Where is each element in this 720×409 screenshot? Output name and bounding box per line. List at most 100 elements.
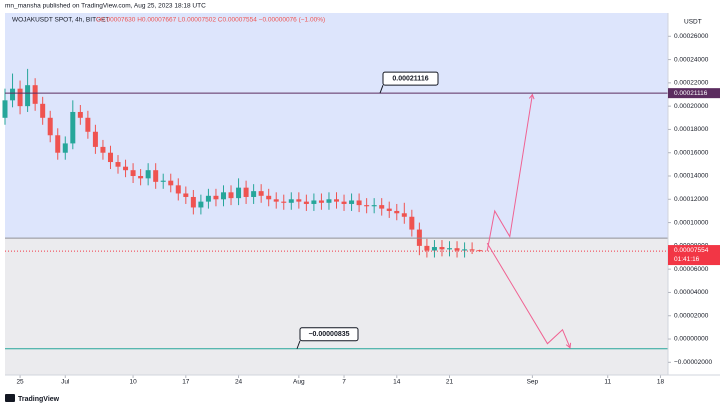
- x-tick-label: 14: [393, 379, 401, 386]
- candle-body: [190, 196, 196, 208]
- candle-body: [123, 166, 129, 171]
- logo: [5, 394, 15, 402]
- y-tick-label: −0.00002000: [674, 359, 713, 366]
- candle-body: [160, 180, 166, 182]
- x-tick-label: 17: [182, 379, 190, 386]
- candle-body: [266, 195, 272, 200]
- candle-body: [175, 185, 181, 194]
- candle-body: [431, 247, 437, 251]
- candle-body: [236, 187, 242, 199]
- x-tick-label: 7: [342, 379, 346, 386]
- symbol: WOJAKUSDT SPOT, 4h, BITGET: [12, 17, 109, 24]
- candle-body: [17, 88, 23, 107]
- candle-body: [62, 143, 68, 153]
- candle-body: [220, 192, 226, 200]
- candle-body: [55, 135, 61, 153]
- brand: TradingView: [18, 396, 60, 403]
- x-tick-label: 11: [604, 379, 611, 386]
- candle-body: [349, 200, 355, 204]
- projection: [486, 242, 571, 348]
- candle-body: [318, 200, 324, 203]
- x-tick-label: 25: [16, 379, 24, 386]
- price-axis: [668, 13, 720, 375]
- candle-body: [281, 201, 287, 203]
- candle-body: [439, 247, 445, 250]
- candle-body: [100, 146, 106, 153]
- callout-tail: [379, 84, 384, 94]
- x-tick-label: Aug: [293, 379, 305, 386]
- candle-body: [454, 248, 460, 251]
- x-tick-label: 21: [446, 379, 454, 386]
- candle-body: [371, 205, 377, 207]
- candle-body: [47, 117, 53, 136]
- candle-body: [409, 216, 415, 230]
- candle-body: [243, 187, 249, 197]
- candle-body: [251, 191, 257, 197]
- candle-body: [326, 199, 332, 203]
- candle-body: [183, 193, 189, 197]
- candle-body: [379, 205, 385, 209]
- candle-body: [296, 199, 302, 202]
- y-tick-label: 0.00006000: [674, 266, 709, 273]
- x-tick-label: 10: [129, 379, 137, 386]
- candle-body: [356, 200, 362, 206]
- price-tag: [668, 245, 720, 266]
- candle-body: [153, 170, 159, 182]
- candle-body: [168, 180, 174, 186]
- callout-tail: [296, 340, 301, 349]
- candle-body: [40, 103, 46, 118]
- y-tick-label: 0.00012000: [674, 196, 709, 203]
- x-tick-label: 24: [235, 379, 243, 386]
- candle-body: [107, 152, 113, 163]
- y-tick-label: 0.00010000: [674, 219, 709, 226]
- y-tick-label: 0.00004000: [674, 289, 709, 296]
- candle-body: [394, 210, 400, 214]
- candle-body: [92, 131, 98, 147]
- publisher: mn_mansha published on TradingView.com, …: [5, 3, 206, 10]
- candle-body: [469, 249, 475, 251]
- callout-box: [382, 71, 439, 86]
- callout-label: −0.00000835: [308, 331, 349, 338]
- candle-body: [32, 85, 38, 104]
- currency: USDT: [684, 19, 702, 26]
- y-tick-label: 0.00000000: [674, 336, 709, 343]
- candle-body: [462, 249, 468, 251]
- price-tag-label: 0.00007554: [674, 247, 709, 254]
- arrowhead: [565, 342, 572, 349]
- zone: [5, 238, 668, 375]
- projection: [486, 94, 533, 252]
- axis-labels: 0.00026000 0.00024000 0.00022000 0.00020000…: [668, 33, 713, 366]
- arrowhead: [528, 93, 535, 100]
- candle-body: [311, 200, 317, 204]
- candle-body: [303, 201, 309, 204]
- x-tick-label: Sep: [527, 379, 539, 386]
- candle-body: [77, 111, 83, 118]
- y-tick-label: 0.00014000: [674, 173, 709, 180]
- ohlc: O0.00007630 H0.00007667 L0.00007502 C0.0…: [96, 17, 325, 24]
- price-tag-label: 0.00021116: [674, 90, 708, 97]
- y-tick-label: 0.00024000: [674, 56, 709, 63]
- candle-body: [273, 199, 279, 202]
- candle-body: [341, 201, 347, 204]
- y-tick-label: 0.00022000: [674, 80, 709, 87]
- candle-body: [364, 205, 370, 207]
- y-tick-label: 0.00018000: [674, 126, 709, 133]
- y-tick-label: 0.00026000: [674, 33, 709, 40]
- candle-body: [447, 248, 453, 250]
- candle-body: [258, 191, 264, 196]
- candle-body: [205, 195, 211, 202]
- candle-body: [70, 111, 76, 144]
- candle-body: [10, 88, 16, 101]
- y-tick-label: 0.00002000: [674, 312, 709, 319]
- candle-body: [401, 213, 407, 217]
- y-tick-label: 0.00016000: [674, 149, 709, 156]
- candle-body: [198, 201, 204, 208]
- callout-box: [299, 327, 359, 342]
- countdown: 01:41:16: [674, 256, 700, 263]
- candle-body: [130, 170, 136, 177]
- candle-body: [334, 199, 339, 202]
- candle-body: [2, 100, 8, 118]
- x-tick-label: Jul: [61, 379, 70, 386]
